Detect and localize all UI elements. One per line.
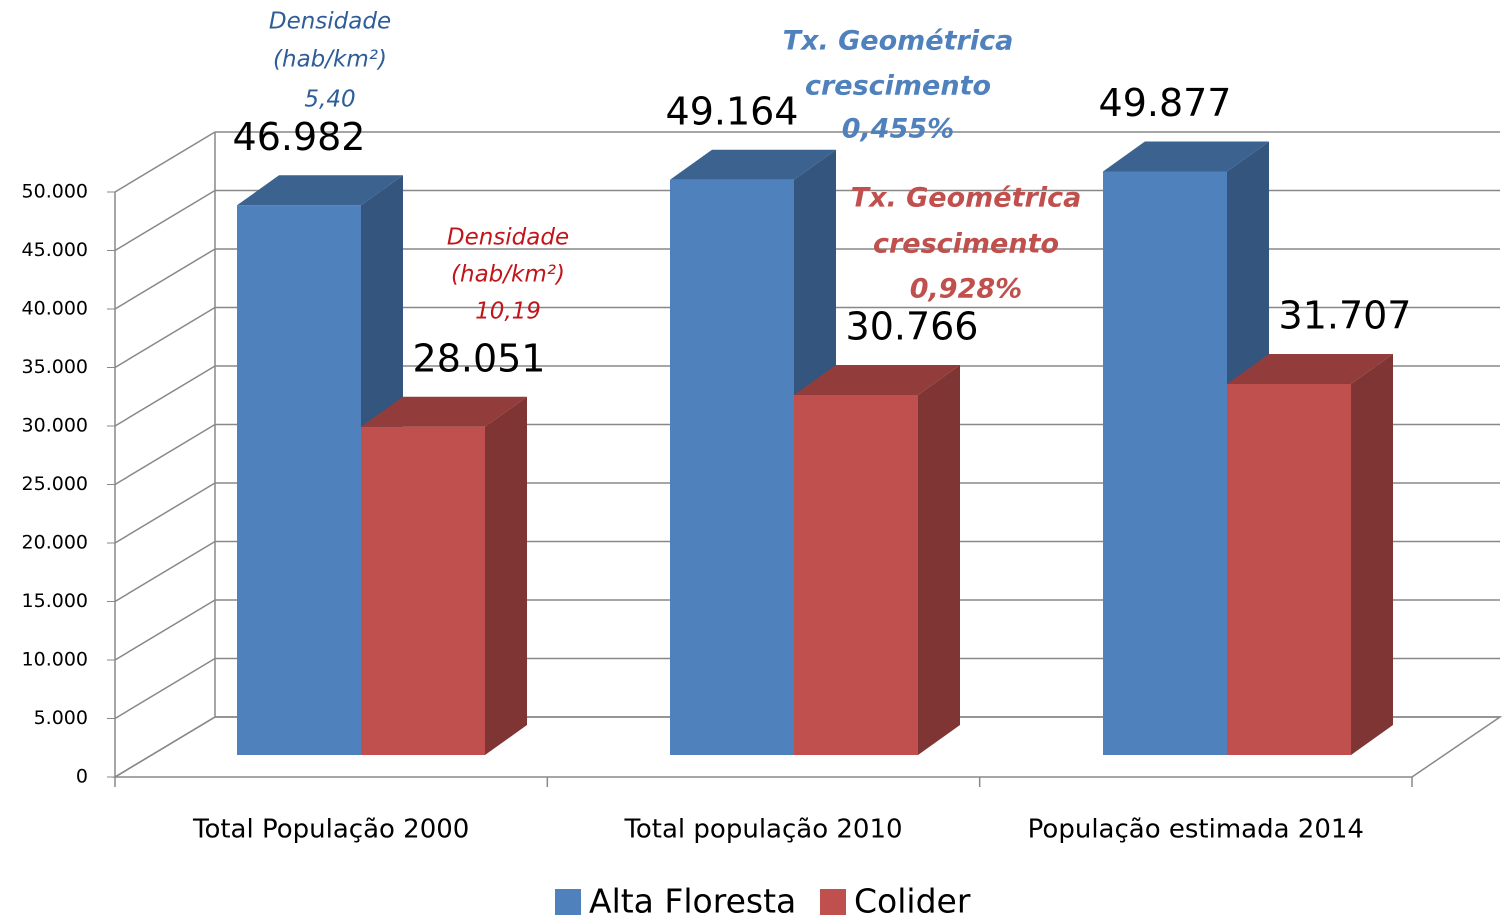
bar-front [1227,384,1351,755]
annotation: 10,19 [475,299,541,325]
data-label: 49.164 [666,89,799,133]
bar-front [361,426,485,755]
annotation: 0,455% [842,114,954,145]
bar-top [1227,354,1393,385]
legend-label: Alta Floresta [589,882,796,918]
annotation: 5,40 [304,87,355,113]
annotation: Densidade [447,225,569,251]
legend-swatch [820,889,846,915]
y-tick-label: 15.000 [22,590,88,612]
bar-side [1351,354,1393,755]
bar-top [237,175,403,206]
grid-line [114,599,216,661]
data-label: 30.766 [846,305,979,349]
grid-line [114,306,216,369]
bar [1227,354,1393,755]
data-label: 28.051 [413,336,546,380]
y-tick-label: 20.000 [22,532,88,554]
annotation: Tx. Geométrica [851,183,1082,214]
grid-line [114,131,216,193]
bar-front [237,205,361,755]
y-tick-label: 10.000 [22,649,88,671]
bar-front [670,179,794,756]
annotation: crescimento [805,71,991,102]
legend-swatch [555,889,581,915]
bar-side [918,365,960,755]
grid-line [114,540,216,603]
y-tick-label: 40.000 [22,298,88,320]
y-tick-label: 5.000 [34,707,88,729]
x-tick-label: Total População 2000 [192,815,469,845]
grid-line [114,189,216,252]
bar-front [794,395,918,755]
bar-top [670,149,836,180]
annotation: 0,928% [910,274,1022,305]
bar-side [485,396,527,755]
annotation: Densidade [269,9,391,35]
annotation: crescimento [873,229,1059,260]
x-tick-label: População estimada 2014 [1028,815,1364,845]
grid-line [114,716,216,778]
bar-front [1103,171,1227,756]
grid-line [114,423,216,486]
bar [794,365,960,755]
y-tick-label: 25.000 [22,473,88,495]
data-label: 46.982 [233,115,366,159]
grid-line [114,482,216,544]
y-tick-label: 50.000 [22,181,88,203]
y-tick-label: 35.000 [22,356,88,378]
grid-line [114,365,216,427]
y-tick-label: 30.000 [22,415,88,437]
y-tick-label: 45.000 [22,239,88,261]
legend-label: Colider [854,882,971,918]
bar-top [794,365,960,396]
annotation: (hab/km²) [273,47,387,73]
data-label: 31.707 [1279,294,1412,338]
x-tick-label: Total população 2010 [623,815,902,845]
annotation: Tx. Geométrica [783,26,1014,57]
y-tick-label: 0 [76,766,88,788]
bar-top [361,396,527,427]
bar [361,396,527,755]
bar-top [1103,141,1269,172]
annotation: (hab/km²) [451,262,565,288]
data-label: 49.877 [1099,81,1232,125]
grid-line [114,657,216,720]
grid-line [114,248,216,310]
